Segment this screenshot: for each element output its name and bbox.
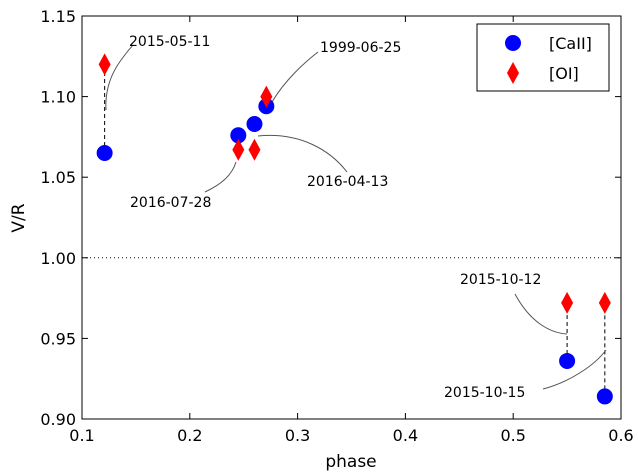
legend-label-oi: [OI] [549, 64, 579, 83]
annotation-label: 2015-05-11 [129, 34, 210, 50]
connector-layer [104, 64, 606, 397]
data-point-caii [246, 116, 263, 133]
x-axis-title: phase [325, 452, 376, 472]
annotation-label: 2015-10-15 [444, 385, 525, 401]
annotation-label: 2015-10-12 [460, 272, 541, 288]
y-tick-label: 0.90 [40, 410, 76, 429]
legend-label-caii: [CaII] [549, 34, 592, 53]
data-point-caii [559, 352, 576, 369]
annotation-leader [271, 51, 319, 103]
data-point-caii [96, 145, 113, 162]
legend-box [476, 23, 610, 92]
y-tick-label: 0.95 [40, 329, 76, 348]
legend-marker-oi [507, 62, 519, 84]
marker-layer [96, 53, 613, 405]
data-point-oi [98, 53, 111, 76]
data-point-oi [561, 291, 574, 314]
x-tick-label: 0.5 [500, 426, 525, 445]
annotation-leader [204, 161, 237, 193]
annotation-leader [257, 134, 348, 173]
annotation-label: 2016-04-13 [307, 174, 388, 190]
y-axis-title: V/R [9, 203, 29, 232]
x-tick-label: 0.2 [177, 426, 202, 445]
x-tick-label: 0.4 [393, 426, 418, 445]
annotation-leader [105, 44, 134, 111]
annotation-label: 2016-07-28 [130, 195, 211, 211]
y-tick-label: 1.15 [40, 7, 76, 26]
tick-layer: 0.1 0.2 0.3 0.4 0.5 0.6 0.90 0.95 1.00 1.05 1.10 1.… [40, 7, 633, 445]
data-point-oi [260, 85, 273, 108]
y-tick-label: 1.10 [40, 88, 76, 107]
y-tick-label: 1.00 [40, 249, 76, 268]
x-tick-label: 0.1 [69, 426, 94, 445]
annotation-leader [542, 349, 607, 390]
x-tick-label: 0.6 [608, 426, 633, 445]
annotation-leader [514, 293, 568, 335]
legend-marker-caii [505, 35, 521, 51]
legend: [CaII] [OI] [476, 23, 610, 92]
data-point-caii [596, 388, 613, 405]
axes-frame [81, 15, 622, 420]
data-point-caii [230, 127, 247, 144]
x-tick-label: 0.3 [285, 426, 310, 445]
annotation-label: 1999-06-25 [320, 40, 401, 56]
data-point-oi [248, 138, 261, 161]
data-point-oi [598, 291, 611, 314]
data-point-oi [232, 138, 245, 161]
y-tick-label: 1.05 [40, 168, 76, 187]
annotation-layer: 2015-05-11 1999-06-25 2016-04-13 2016-07… [105, 34, 607, 401]
